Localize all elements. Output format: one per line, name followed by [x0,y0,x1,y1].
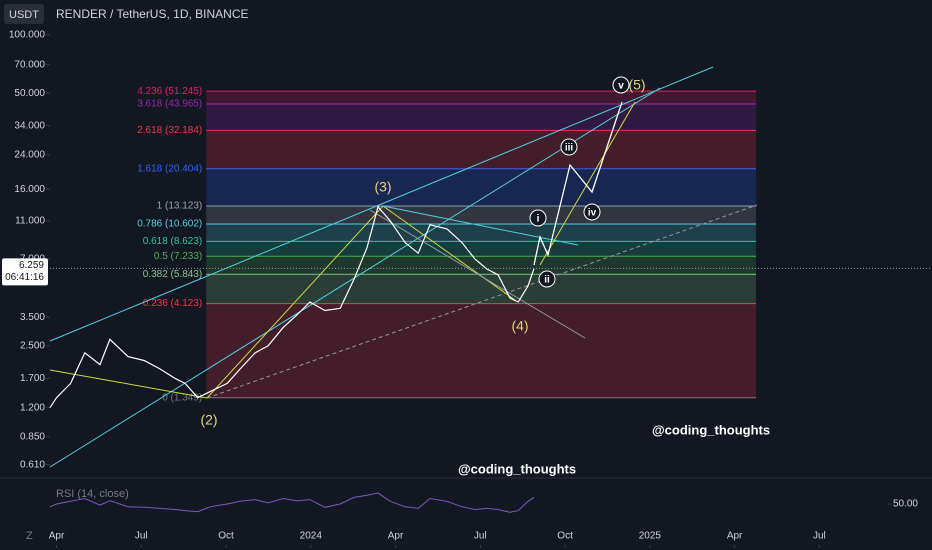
x-tick-label: 2024 [300,531,323,542]
fib-band [206,241,757,257]
watermark: @coding_thoughts [458,461,576,476]
x-tick-label: Apr [49,531,65,542]
trend-line [49,369,208,399]
y-tick-label: 100.000 [9,29,46,40]
x-tick-label: Apr [388,531,404,542]
rsi-line [49,492,535,513]
y-tick-label: 11.000 [15,216,45,227]
last-price: 6.259 [19,260,44,271]
trend-line [369,209,586,339]
fib-band [206,303,757,398]
y-tick-label: 3.500 [20,312,45,323]
fib-band [206,168,757,206]
wave-label: (2) [200,412,217,428]
fib-label: 0.382 (5.843) [143,269,203,280]
fib-label: 4.236 (51.245) [137,86,202,97]
x-tick-label: 2025 [639,531,662,542]
channel-upper [49,66,714,342]
fib-band [206,223,757,242]
y-tick-label: 1.700 [20,373,45,384]
projection [533,101,623,266]
trend-line [382,205,579,246]
y-tick-label: 16.000 [14,184,45,195]
fib-label: 0.618 (8.623) [143,236,203,247]
x-tick-label: Oct [557,531,573,542]
fib-retracement: 0 (1.349) 0.236 (4.123) 0.382 (5.843) 0.5 (… [137,86,757,403]
wave-circle [612,76,630,94]
fib-label: 1 (13.123) [157,201,203,212]
x-tick-label: Jul [474,531,487,542]
wave-label: v [618,81,624,92]
fib-band [206,205,757,224]
fib-label: 1.618 (20.404) [137,163,202,174]
wave-circle [538,270,556,288]
fib-label: 0 (1.349) [162,392,202,403]
wave-line [382,205,516,301]
wave-circle [529,209,547,227]
currency: USDT [9,9,39,21]
wave-label: (4) [511,318,528,334]
x-tick-label: Oct [218,531,234,542]
wave-line [206,205,384,399]
fib-label: 0.236 (4.123) [143,298,203,309]
y-tick-label: 0.850 [20,431,45,442]
x-tick-label: Jul [813,531,826,542]
price-line [49,205,535,409]
fib-band [206,91,757,105]
x-tick-label: Jul [135,531,148,542]
watermark: @coding_thoughts [652,422,770,437]
fib-label: 2.618 (32.184) [137,125,202,136]
chart-title: RENDER / TetherUS, 1D, BINANCE [56,7,249,21]
y-tick-label: 70.000 [14,59,45,70]
fib-band [206,104,757,131]
zoom-icon[interactable]: Z [26,530,33,542]
rsi-title: RSI (14, close) [56,488,129,500]
wave-label: iii [565,143,574,154]
fib-label: 0.5 (7.233) [154,251,202,262]
countdown: 06:41:16 [5,272,44,283]
fib-label: 0.786 (10.602) [137,219,202,230]
wave-label: (5) [628,77,645,93]
wave-circle [583,203,601,221]
wave-label: iv [588,208,597,219]
x-tick-label: Apr [727,531,743,542]
y-tick-label: 0.610 [20,459,45,470]
y-tick-label: 50.000 [14,88,45,99]
wave-label: (3) [374,179,391,195]
plot: 100.000 70.000 50.000 34.000 24.000 16.000 11.… [2,29,932,548]
fib-label: 3.618 (43.965) [137,99,202,110]
wave-label: ii [544,275,550,286]
last-price-badge [2,258,48,286]
wave-circle [560,138,578,156]
currency-badge [4,4,44,24]
drawings [49,66,758,468]
wave-line [539,101,636,266]
rsi-tick-label: 50.00 [893,499,918,510]
fib-band [206,274,757,304]
y-tick-label: 2.500 [20,340,45,351]
wave-label: i [537,214,540,225]
fib-band [206,256,757,275]
y-tick-label: 1.200 [20,402,45,413]
y-tick-label: 24.000 [14,150,45,161]
y-tick-label: 34.000 [14,120,45,131]
trend-line [206,204,758,399]
